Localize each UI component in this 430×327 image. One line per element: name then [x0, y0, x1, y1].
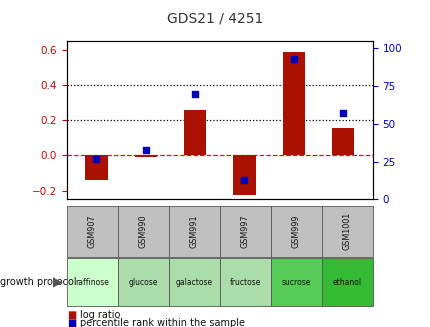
Bar [233, 155, 255, 195]
Text: GSM999: GSM999 [291, 215, 300, 248]
Point [142, 147, 149, 152]
Text: galactose: galactose [175, 278, 212, 286]
Text: ▶: ▶ [53, 276, 63, 288]
Text: ethanol: ethanol [332, 278, 361, 286]
Text: glucose: glucose [128, 278, 158, 286]
Text: growth protocol: growth protocol [0, 277, 77, 287]
Text: raffinose: raffinose [75, 278, 109, 286]
Bar [85, 155, 107, 180]
Text: ■: ■ [67, 310, 76, 319]
Text: fructose: fructose [229, 278, 261, 286]
Text: GSM1001: GSM1001 [342, 212, 351, 250]
Text: sucrose: sucrose [281, 278, 310, 286]
Bar [282, 52, 304, 155]
Point [93, 156, 100, 161]
Text: GSM991: GSM991 [189, 215, 198, 248]
Point [191, 91, 198, 96]
Text: GSM990: GSM990 [138, 215, 147, 248]
Text: GSM907: GSM907 [88, 215, 97, 248]
Text: GDS21 / 4251: GDS21 / 4251 [167, 11, 263, 26]
Text: percentile rank within the sample: percentile rank within the sample [80, 318, 244, 327]
Point [290, 56, 297, 61]
Text: ■: ■ [67, 318, 76, 327]
Point [339, 111, 346, 116]
Bar [134, 155, 157, 157]
Text: GSM997: GSM997 [240, 215, 249, 248]
Bar [184, 111, 206, 155]
Point [240, 177, 247, 182]
Bar [332, 128, 353, 155]
Text: log ratio: log ratio [80, 310, 120, 319]
